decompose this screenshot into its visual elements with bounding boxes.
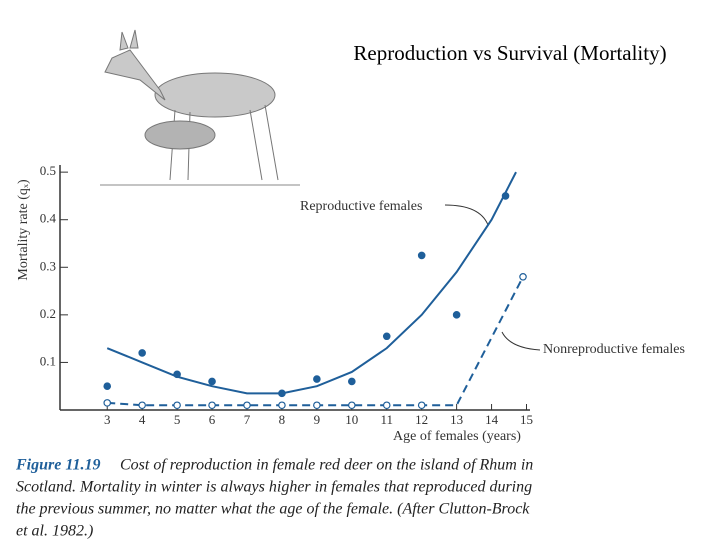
data-point — [417, 401, 426, 410]
data-point — [501, 192, 510, 200]
deer-illustration — [100, 29, 300, 186]
y-tick-label: 0.2 — [40, 306, 56, 321]
annotation-arrow — [444, 204, 489, 226]
x-tick-label: 7 — [244, 412, 251, 427]
data-point — [103, 382, 112, 391]
slide-title: Reproduction vs Survival (Mortality) — [353, 41, 666, 65]
data-point — [278, 389, 286, 398]
caption-line: et al. 1982.) — [16, 523, 93, 540]
data-point — [243, 401, 251, 410]
caption-line: the previous summer, no matter what the … — [16, 501, 530, 518]
x-tick-label: 14 — [485, 412, 499, 427]
x-tick-label: 4 — [139, 412, 146, 427]
data-point — [138, 401, 146, 410]
annotation: Reproductive females — [300, 199, 422, 214]
x-tick-label: 6 — [209, 412, 216, 427]
data-point — [138, 349, 146, 357]
fit-line — [107, 276, 524, 407]
data-point — [519, 272, 527, 281]
y-axis-title: Mortality rate (qₓ) — [16, 179, 31, 281]
y-tick-label: 0.1 — [40, 353, 56, 368]
y-tick-label: 0.5 — [40, 163, 56, 178]
x-tick-label: 8 — [279, 412, 286, 427]
data-point — [103, 399, 112, 407]
caption-label: Figure 11.19 — [15, 457, 100, 474]
data-point — [382, 401, 391, 410]
data-point — [382, 332, 391, 341]
x-tick-label: 5 — [174, 412, 181, 427]
annotation: Nonreproductive females — [543, 342, 685, 357]
data-point — [173, 370, 181, 379]
data-point — [313, 375, 321, 383]
y-tick-label: 0.3 — [40, 258, 56, 273]
data-point — [173, 401, 181, 410]
x-tick-label: 12 — [415, 412, 428, 427]
caption-line: Cost of reproduction in female red deer … — [120, 457, 533, 474]
data-point — [208, 401, 216, 410]
data-point — [348, 377, 356, 386]
data-point — [452, 311, 461, 319]
x-axis-title: Age of females (years) — [393, 429, 521, 444]
data-point — [313, 401, 321, 410]
data-point — [208, 377, 216, 386]
x-tick-label: 10 — [345, 412, 358, 427]
data-point — [348, 401, 356, 410]
annotation-arrow — [501, 331, 541, 351]
y-tick-label: 0.4 — [40, 211, 57, 226]
x-tick-label: 11 — [380, 412, 393, 427]
caption-line: Scotland. Mortality in winter is always … — [16, 479, 532, 496]
data-point — [417, 251, 426, 260]
x-tick-label: 9 — [314, 412, 321, 427]
x-tick-label: 13 — [450, 412, 463, 427]
data-point — [278, 401, 286, 410]
x-tick-label: 15 — [520, 412, 533, 427]
x-tick-label: 3 — [104, 412, 111, 427]
